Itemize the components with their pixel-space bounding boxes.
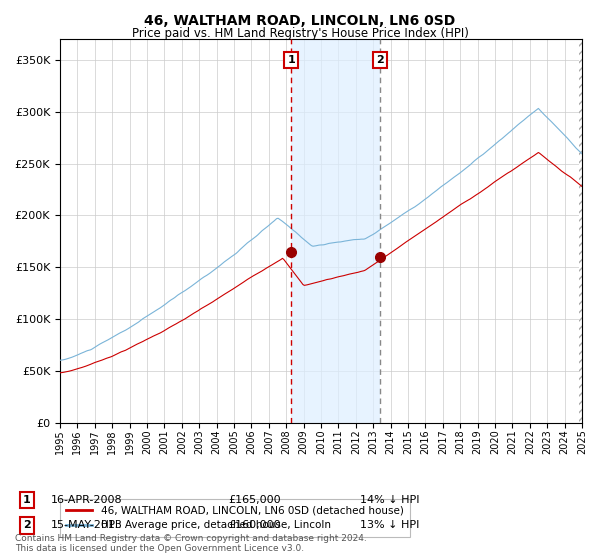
Bar xyxy=(579,39,590,423)
Text: £160,000: £160,000 xyxy=(228,520,281,530)
Text: 16-APR-2008: 16-APR-2008 xyxy=(51,495,122,505)
Text: 14% ↓ HPI: 14% ↓ HPI xyxy=(360,495,419,505)
Text: 1: 1 xyxy=(23,495,31,505)
Text: Price paid vs. HM Land Registry's House Price Index (HPI): Price paid vs. HM Land Registry's House … xyxy=(131,27,469,40)
Bar xyxy=(291,39,380,423)
Text: 2: 2 xyxy=(376,55,383,66)
Text: 1: 1 xyxy=(287,55,295,66)
Text: 15-MAY-2013: 15-MAY-2013 xyxy=(51,520,123,530)
Text: 13% ↓ HPI: 13% ↓ HPI xyxy=(360,520,419,530)
Text: £165,000: £165,000 xyxy=(228,495,281,505)
Legend: 46, WALTHAM ROAD, LINCOLN, LN6 0SD (detached house), HPI: Average price, detache: 46, WALTHAM ROAD, LINCOLN, LN6 0SD (deta… xyxy=(60,499,410,536)
Text: 46, WALTHAM ROAD, LINCOLN, LN6 0SD: 46, WALTHAM ROAD, LINCOLN, LN6 0SD xyxy=(145,14,455,28)
Text: 2: 2 xyxy=(23,520,31,530)
Text: Contains HM Land Registry data © Crown copyright and database right 2024.
This d: Contains HM Land Registry data © Crown c… xyxy=(15,534,367,553)
